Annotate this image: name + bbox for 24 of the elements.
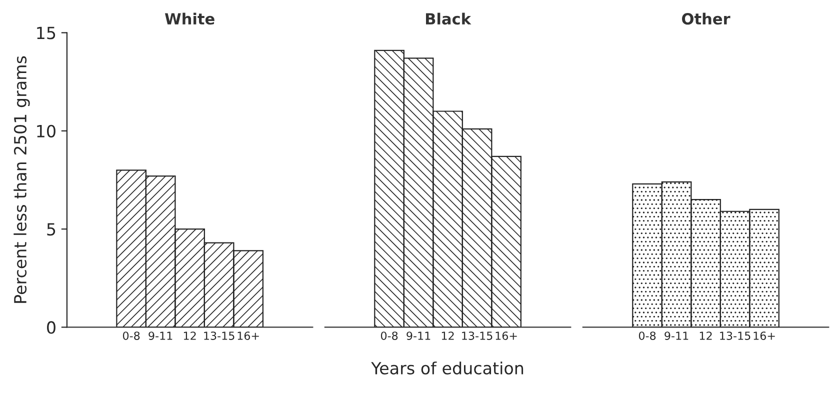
y-tick-label: 0 xyxy=(47,321,56,334)
x-tick-label: 16+ xyxy=(238,332,259,340)
chart-title: Other xyxy=(682,12,730,25)
y-tick-label: 15 xyxy=(37,26,56,40)
y-axis-title: Percent less than 2501 grams xyxy=(14,56,30,303)
x-tick-label: 13-15 xyxy=(720,332,750,340)
x-tick-label: 16+ xyxy=(754,332,775,340)
x-tick-label: 13-15 xyxy=(204,332,234,340)
x-tick-label: 0-8 xyxy=(638,332,656,340)
x-axis-title: Years of education xyxy=(371,362,524,374)
chart-title: White xyxy=(164,12,214,25)
x-tick-label: 12 xyxy=(700,332,712,340)
x-tick-label: 16+ xyxy=(496,332,517,340)
y-tick-label: 10 xyxy=(37,124,56,138)
x-tick-label: 12 xyxy=(442,332,454,340)
x-tick-label: 0-8 xyxy=(122,332,140,340)
x-tick-label: 9-11 xyxy=(406,332,430,340)
x-tick-label: 9-11 xyxy=(148,332,172,340)
x-tick-label: 13-15 xyxy=(462,332,492,340)
y-tick-label: 5 xyxy=(47,223,56,236)
x-tick-label: 0-8 xyxy=(380,332,398,340)
chart-title: Black xyxy=(426,12,472,25)
x-tick-label: 9-11 xyxy=(664,332,688,340)
x-tick-label: 12 xyxy=(184,332,196,340)
